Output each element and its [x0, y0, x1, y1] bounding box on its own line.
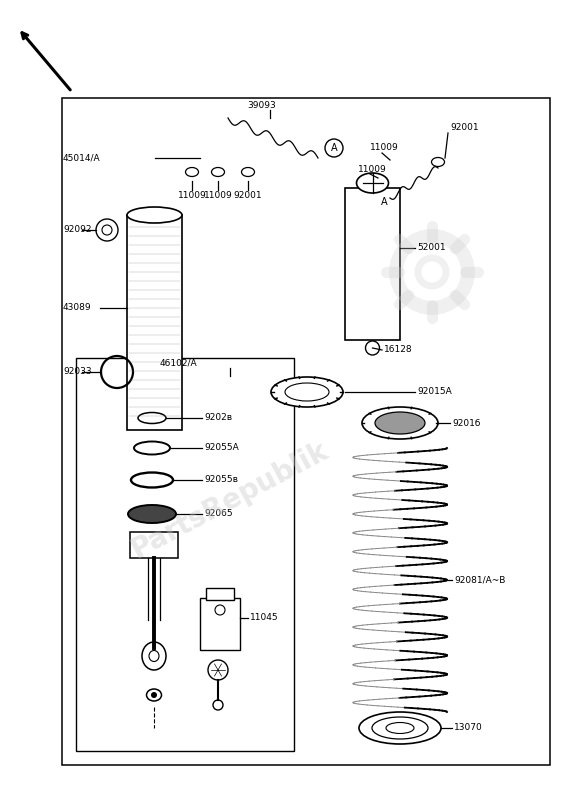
Text: 16128: 16128: [384, 346, 412, 354]
Text: 92081/A~B: 92081/A~B: [454, 575, 505, 585]
Text: 46102/A: 46102/A: [159, 358, 197, 367]
Text: 11009: 11009: [358, 166, 386, 174]
Text: 11009: 11009: [370, 143, 399, 153]
Text: A: A: [381, 197, 387, 207]
Text: 92065: 92065: [204, 510, 233, 518]
Text: 11009: 11009: [177, 191, 206, 201]
Text: 45014/A: 45014/A: [63, 154, 101, 162]
Ellipse shape: [375, 412, 425, 434]
Circle shape: [96, 219, 118, 241]
Text: 43089: 43089: [63, 303, 92, 313]
Text: 92001: 92001: [234, 191, 262, 201]
Ellipse shape: [362, 407, 438, 439]
Text: 13070: 13070: [454, 723, 483, 733]
Ellipse shape: [128, 505, 176, 523]
Circle shape: [151, 692, 157, 698]
Bar: [62, 98, 550, 765]
Text: A: A: [331, 143, 338, 153]
Text: PartsRepublik: PartsRepublik: [127, 436, 334, 564]
Ellipse shape: [359, 712, 441, 744]
Text: 39093: 39093: [248, 102, 276, 110]
Ellipse shape: [127, 207, 182, 223]
Bar: [76, 358, 294, 751]
Bar: [206, 588, 234, 600]
Ellipse shape: [271, 377, 343, 407]
Text: 92015A: 92015A: [417, 387, 452, 397]
Text: 9202в: 9202в: [204, 414, 232, 422]
Text: 92092: 92092: [63, 226, 92, 234]
Text: 92055в: 92055в: [204, 475, 238, 485]
Text: 11009: 11009: [204, 191, 232, 201]
Text: 11045: 11045: [250, 614, 279, 622]
Text: 92001: 92001: [450, 123, 479, 133]
Text: 9201б: 9201б: [452, 418, 480, 427]
Text: 92055A: 92055A: [204, 443, 238, 453]
Circle shape: [366, 341, 380, 355]
Bar: [127, 215, 182, 430]
Text: 52001: 52001: [417, 243, 446, 253]
Ellipse shape: [142, 642, 166, 670]
Bar: [130, 532, 178, 558]
Bar: [200, 598, 240, 650]
Bar: [345, 188, 400, 340]
Text: 92033: 92033: [63, 367, 92, 377]
Ellipse shape: [357, 173, 388, 193]
